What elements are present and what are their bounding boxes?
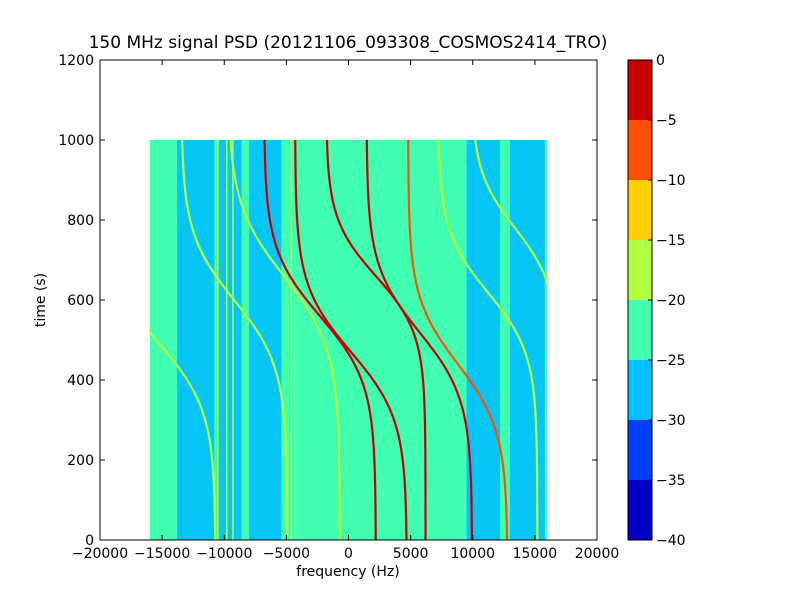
heatmap-image — [149, 140, 548, 540]
x-tick-label-3: −5000 — [263, 546, 310, 562]
colorbar-tick-label-6: −30 — [656, 413, 686, 429]
colorbar-segment-2 — [628, 360, 652, 420]
colorbar-tick-label-2: −10 — [656, 173, 686, 189]
doppler-trace-4 — [294, 140, 408, 540]
y-tick-label-6: 1200 — [58, 53, 94, 69]
quiet-band-2 — [249, 140, 282, 540]
x-tick-label-8: 20000 — [575, 546, 620, 562]
colorbar-tick-label-5: −25 — [656, 353, 686, 369]
colorbar-segment-6 — [628, 120, 652, 180]
x-tick-label-4: 0 — [344, 546, 353, 562]
y-tick-label-3: 600 — [67, 293, 94, 309]
doppler-trace-7 — [407, 140, 509, 540]
doppler-trace-8 — [437, 140, 539, 540]
x-tick-label-0: −20000 — [72, 546, 128, 562]
quiet-band-0 — [177, 140, 215, 540]
colorbar-segment-7 — [628, 60, 652, 120]
quiet-band-4 — [510, 140, 545, 540]
x-axis-label: frequency (Hz) — [296, 564, 399, 580]
colorbar-tick-label-8: −40 — [656, 533, 686, 549]
colorbar-segment-3 — [628, 300, 652, 360]
colorbar-tick-label-1: −5 — [656, 113, 677, 129]
plot-area — [149, 140, 548, 540]
doppler-trace-0 — [149, 330, 217, 540]
quiet-band-1 — [218, 140, 242, 540]
chart-title: 150 MHz signal PSD (20121106_093308_COSM… — [89, 33, 608, 53]
y-tick-label-5: 1000 — [58, 133, 94, 149]
colorbar-segment-5 — [628, 180, 652, 240]
x-tick-label-7: 15000 — [513, 546, 558, 562]
axes: −20000 −15000 −10000 −5000 0 5000 10000 15000 20… — [58, 53, 619, 562]
doppler-trace-5 — [325, 140, 427, 540]
x-tick-label-1: −15000 — [134, 546, 190, 562]
colorbar-tick-label-7: −35 — [656, 473, 686, 489]
colorbar: 0 −5 −10 −15 −20 −25 −30 −35 −40 — [627, 53, 686, 549]
y-tick-label-4: 800 — [67, 213, 94, 229]
y-tick-label-0: 0 — [85, 533, 94, 549]
colorbar-segment-1 — [628, 420, 652, 480]
doppler-trace-9 — [474, 140, 548, 287]
doppler-trace-1 — [181, 140, 289, 540]
x-tick-label-2: −10000 — [196, 546, 252, 562]
doppler-trace-6 — [365, 140, 474, 540]
colorbar-tick-label-0: 0 — [656, 53, 665, 69]
colorbar-tick-label-4: −20 — [656, 293, 686, 309]
x-tick-label-6: 10000 — [450, 546, 495, 562]
colorbar-segment-4 — [628, 240, 652, 300]
y-axis-label: time (s) — [33, 273, 49, 327]
doppler-trace-2 — [229, 140, 341, 540]
colorbar-tick-label-3: −15 — [656, 233, 686, 249]
y-tick-label-1: 200 — [67, 453, 94, 469]
x-tick-label-5: 5000 — [393, 546, 429, 562]
colorbar-segment-0 — [628, 480, 652, 540]
doppler-trace-3 — [263, 140, 377, 540]
y-tick-label-2: 400 — [67, 373, 94, 389]
